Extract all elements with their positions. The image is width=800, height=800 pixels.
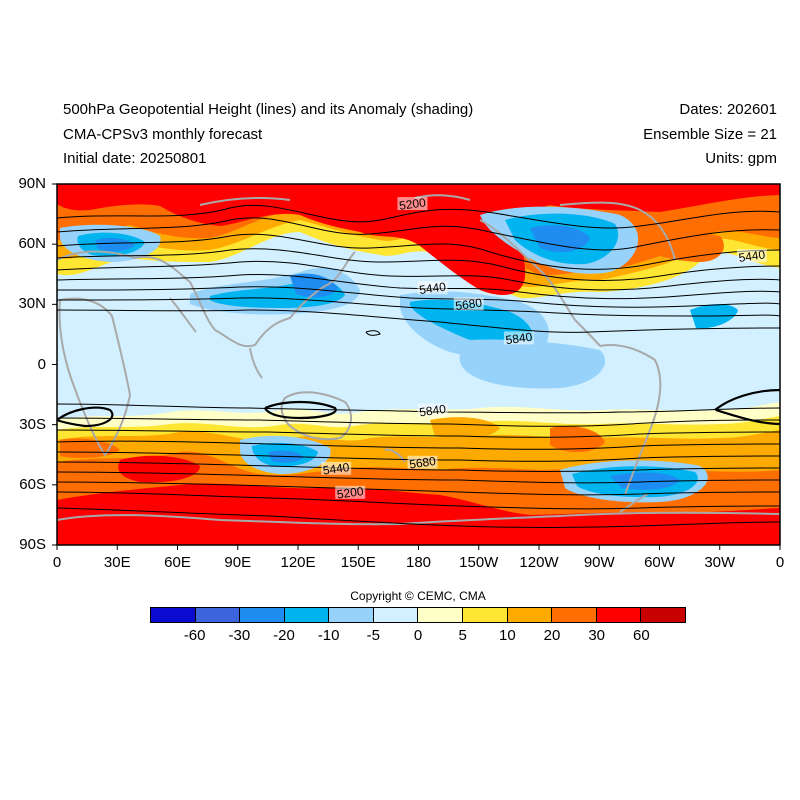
colorbar-swatch [329, 608, 374, 622]
lat-tick-label: 90N [18, 175, 46, 192]
initial-date: Initial date: 20250801 [63, 150, 207, 167]
contour-label: 5440 [738, 247, 767, 265]
coastlines [57, 194, 780, 526]
lat-tick-label: 0 [37, 355, 46, 373]
lon-tick-label: 0 [52, 554, 62, 571]
lon-tick-label: 90W [583, 554, 615, 571]
lat-tick-label: 30S [19, 415, 46, 433]
contour-label: 5200 [336, 484, 365, 502]
lon-tick-label: 180 [405, 554, 432, 571]
contour-label: 5440 [322, 460, 351, 478]
lon-tick-label: 90E [224, 554, 252, 571]
lon-tick-label: 120E [280, 554, 316, 571]
contour-label-bg [736, 249, 767, 263]
colorbar-label: -10 [317, 627, 340, 644]
lon-tick-label: 120W [519, 554, 559, 571]
colorbar-label: 60 [632, 627, 650, 644]
contour-labels: 5200 5440 5680 5840 5440 5840 5680 5440 5200 [321, 195, 767, 502]
colorbar-swatch [552, 608, 597, 622]
lon-tick-label: 150W [459, 554, 499, 571]
colorbar-swatch [463, 608, 508, 622]
contour-label: 5840 [505, 330, 534, 348]
zero-contours [57, 388, 780, 428]
lat-tick-label: 30N [18, 295, 46, 313]
lon-tick-label: 60W [644, 554, 675, 571]
colorbar-swatch [240, 608, 285, 622]
contour-label-bg [397, 197, 428, 211]
contour-label-bg [407, 455, 438, 469]
lat-tick-label: 60S [19, 475, 46, 493]
height-contours [57, 204, 780, 528]
colorbar-swatch [641, 608, 685, 622]
model-name: CMA-CPSv3 monthly forecast [63, 126, 263, 143]
contour-label-bg [417, 281, 448, 295]
lon-tick-label: 150E [340, 554, 376, 571]
colorbar-swatch [373, 608, 419, 622]
colorbar-label: -5 [366, 627, 380, 644]
ensemble-size: Ensemble Size = 21 [643, 126, 777, 143]
contour-label: 5680 [455, 295, 484, 313]
colorbar-swatch [195, 608, 241, 622]
anomaly-colorbar [150, 607, 686, 623]
lat-tick-label: 90S [19, 536, 46, 553]
colorbar-label: -20 [273, 627, 295, 644]
contour-label: 5840 [418, 402, 447, 420]
contour-label-bg [503, 331, 534, 345]
colorbar-swatch [596, 608, 642, 622]
colorbar-label: -30 [228, 627, 251, 644]
colorbar-label: 30 [588, 627, 605, 644]
colorbar-swatch [284, 608, 330, 622]
colorbar-swatch [418, 608, 464, 622]
colorbar-label: 10 [498, 627, 516, 644]
lon-tick-label: 60E [164, 554, 191, 571]
colorbar-swatch [151, 608, 196, 622]
forecast-dates: Dates: 202601 [679, 101, 777, 118]
copyright-notice: Copyright © CEMC, CMA [350, 589, 486, 603]
map-title: 500hPa Geopotential Height (lines) and i… [63, 101, 474, 118]
colorbar-label: -60 [183, 627, 206, 644]
contour-label-bg [335, 485, 366, 499]
contour-label: 5200 [398, 195, 427, 213]
colorbar-label: 5 [458, 627, 467, 644]
colorbar-swatch [507, 608, 553, 622]
anomaly-shading [57, 184, 780, 545]
colorbar-label: 0 [413, 627, 423, 644]
lat-tick-label: 60N [18, 235, 46, 253]
lon-tick-label: 0 [775, 554, 785, 571]
contour-label-bg [321, 461, 352, 475]
contour-label: 5680 [408, 454, 437, 472]
colorbar-label: 20 [543, 627, 561, 644]
axis-ticks [52, 183, 781, 550]
units: Units: gpm [705, 150, 777, 167]
lon-tick-label: 30W [704, 554, 736, 571]
contour-label-bg [417, 403, 448, 417]
lon-tick-label: 30E [103, 554, 131, 571]
contour-label-bg [453, 297, 484, 311]
contour-label: 5440 [418, 279, 447, 297]
